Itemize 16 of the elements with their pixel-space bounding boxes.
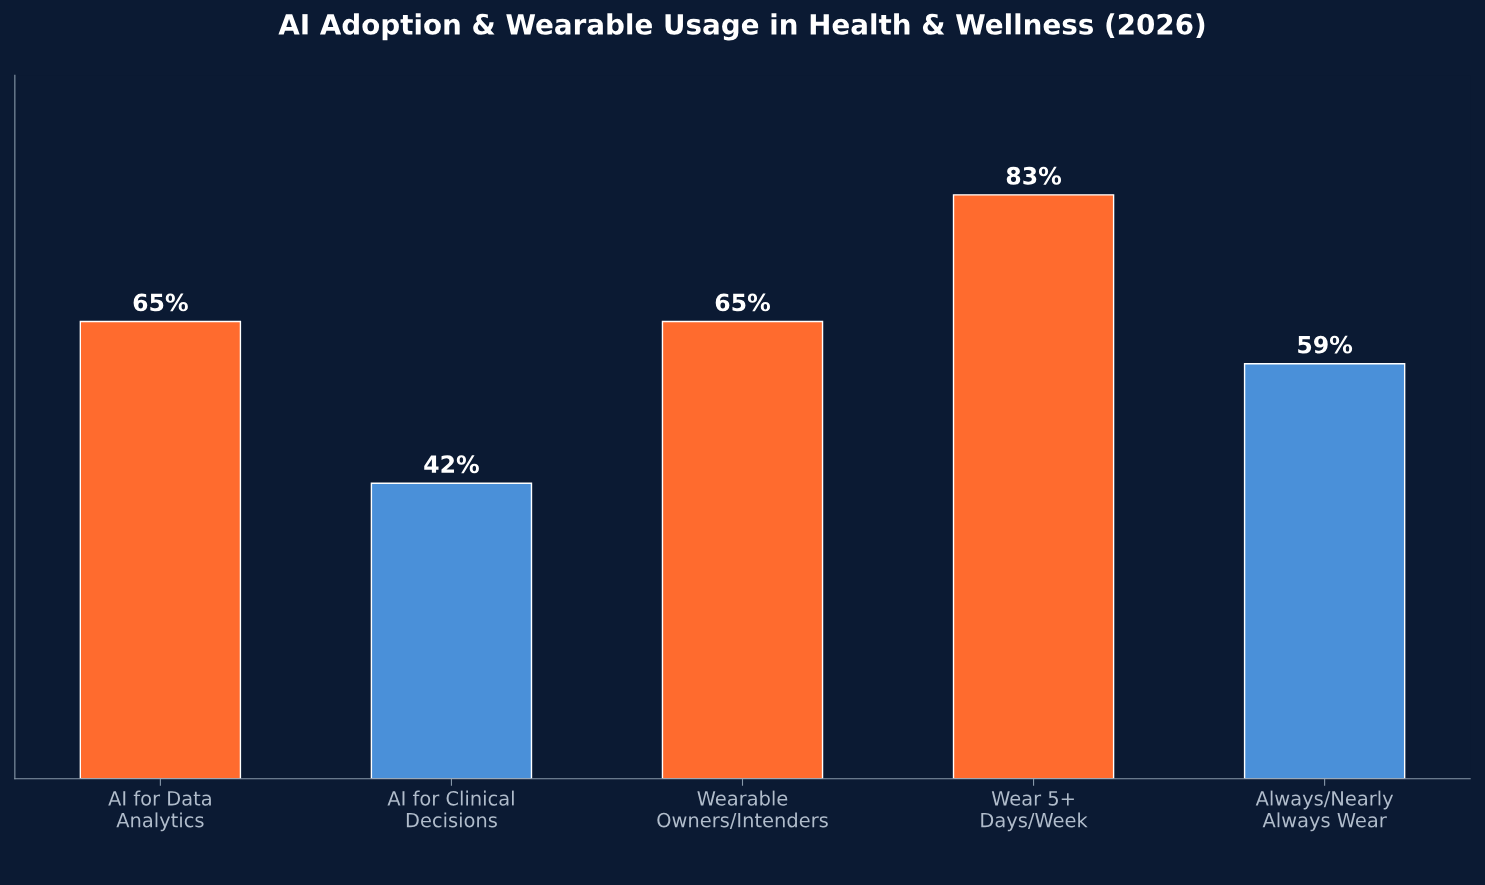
x-tick-label: Wearable Owners/Intenders <box>657 790 828 829</box>
data-label: 42% <box>424 455 479 474</box>
bar <box>661 320 824 779</box>
data-label: 65% <box>133 293 188 312</box>
bar <box>952 194 1115 779</box>
data-label: 83% <box>1006 166 1062 185</box>
x-tick-label: Wear 5+ Days/Week <box>981 791 1088 832</box>
data-label: 59% <box>1298 335 1353 354</box>
bar <box>79 320 242 779</box>
chart-title: AI Adoption & Wearable Usage in Health & Wellness (2026) <box>278 13 1205 41</box>
bar <box>370 482 533 779</box>
data-label: 65% <box>715 293 771 312</box>
bar <box>1243 362 1406 779</box>
x-tick-label: Always/Nearly Always Wear <box>1255 790 1394 832</box>
x-tick-label: AI for Clinical Decisions <box>387 790 514 828</box>
x-tick-label: AI for Data Analytics <box>108 790 211 832</box>
